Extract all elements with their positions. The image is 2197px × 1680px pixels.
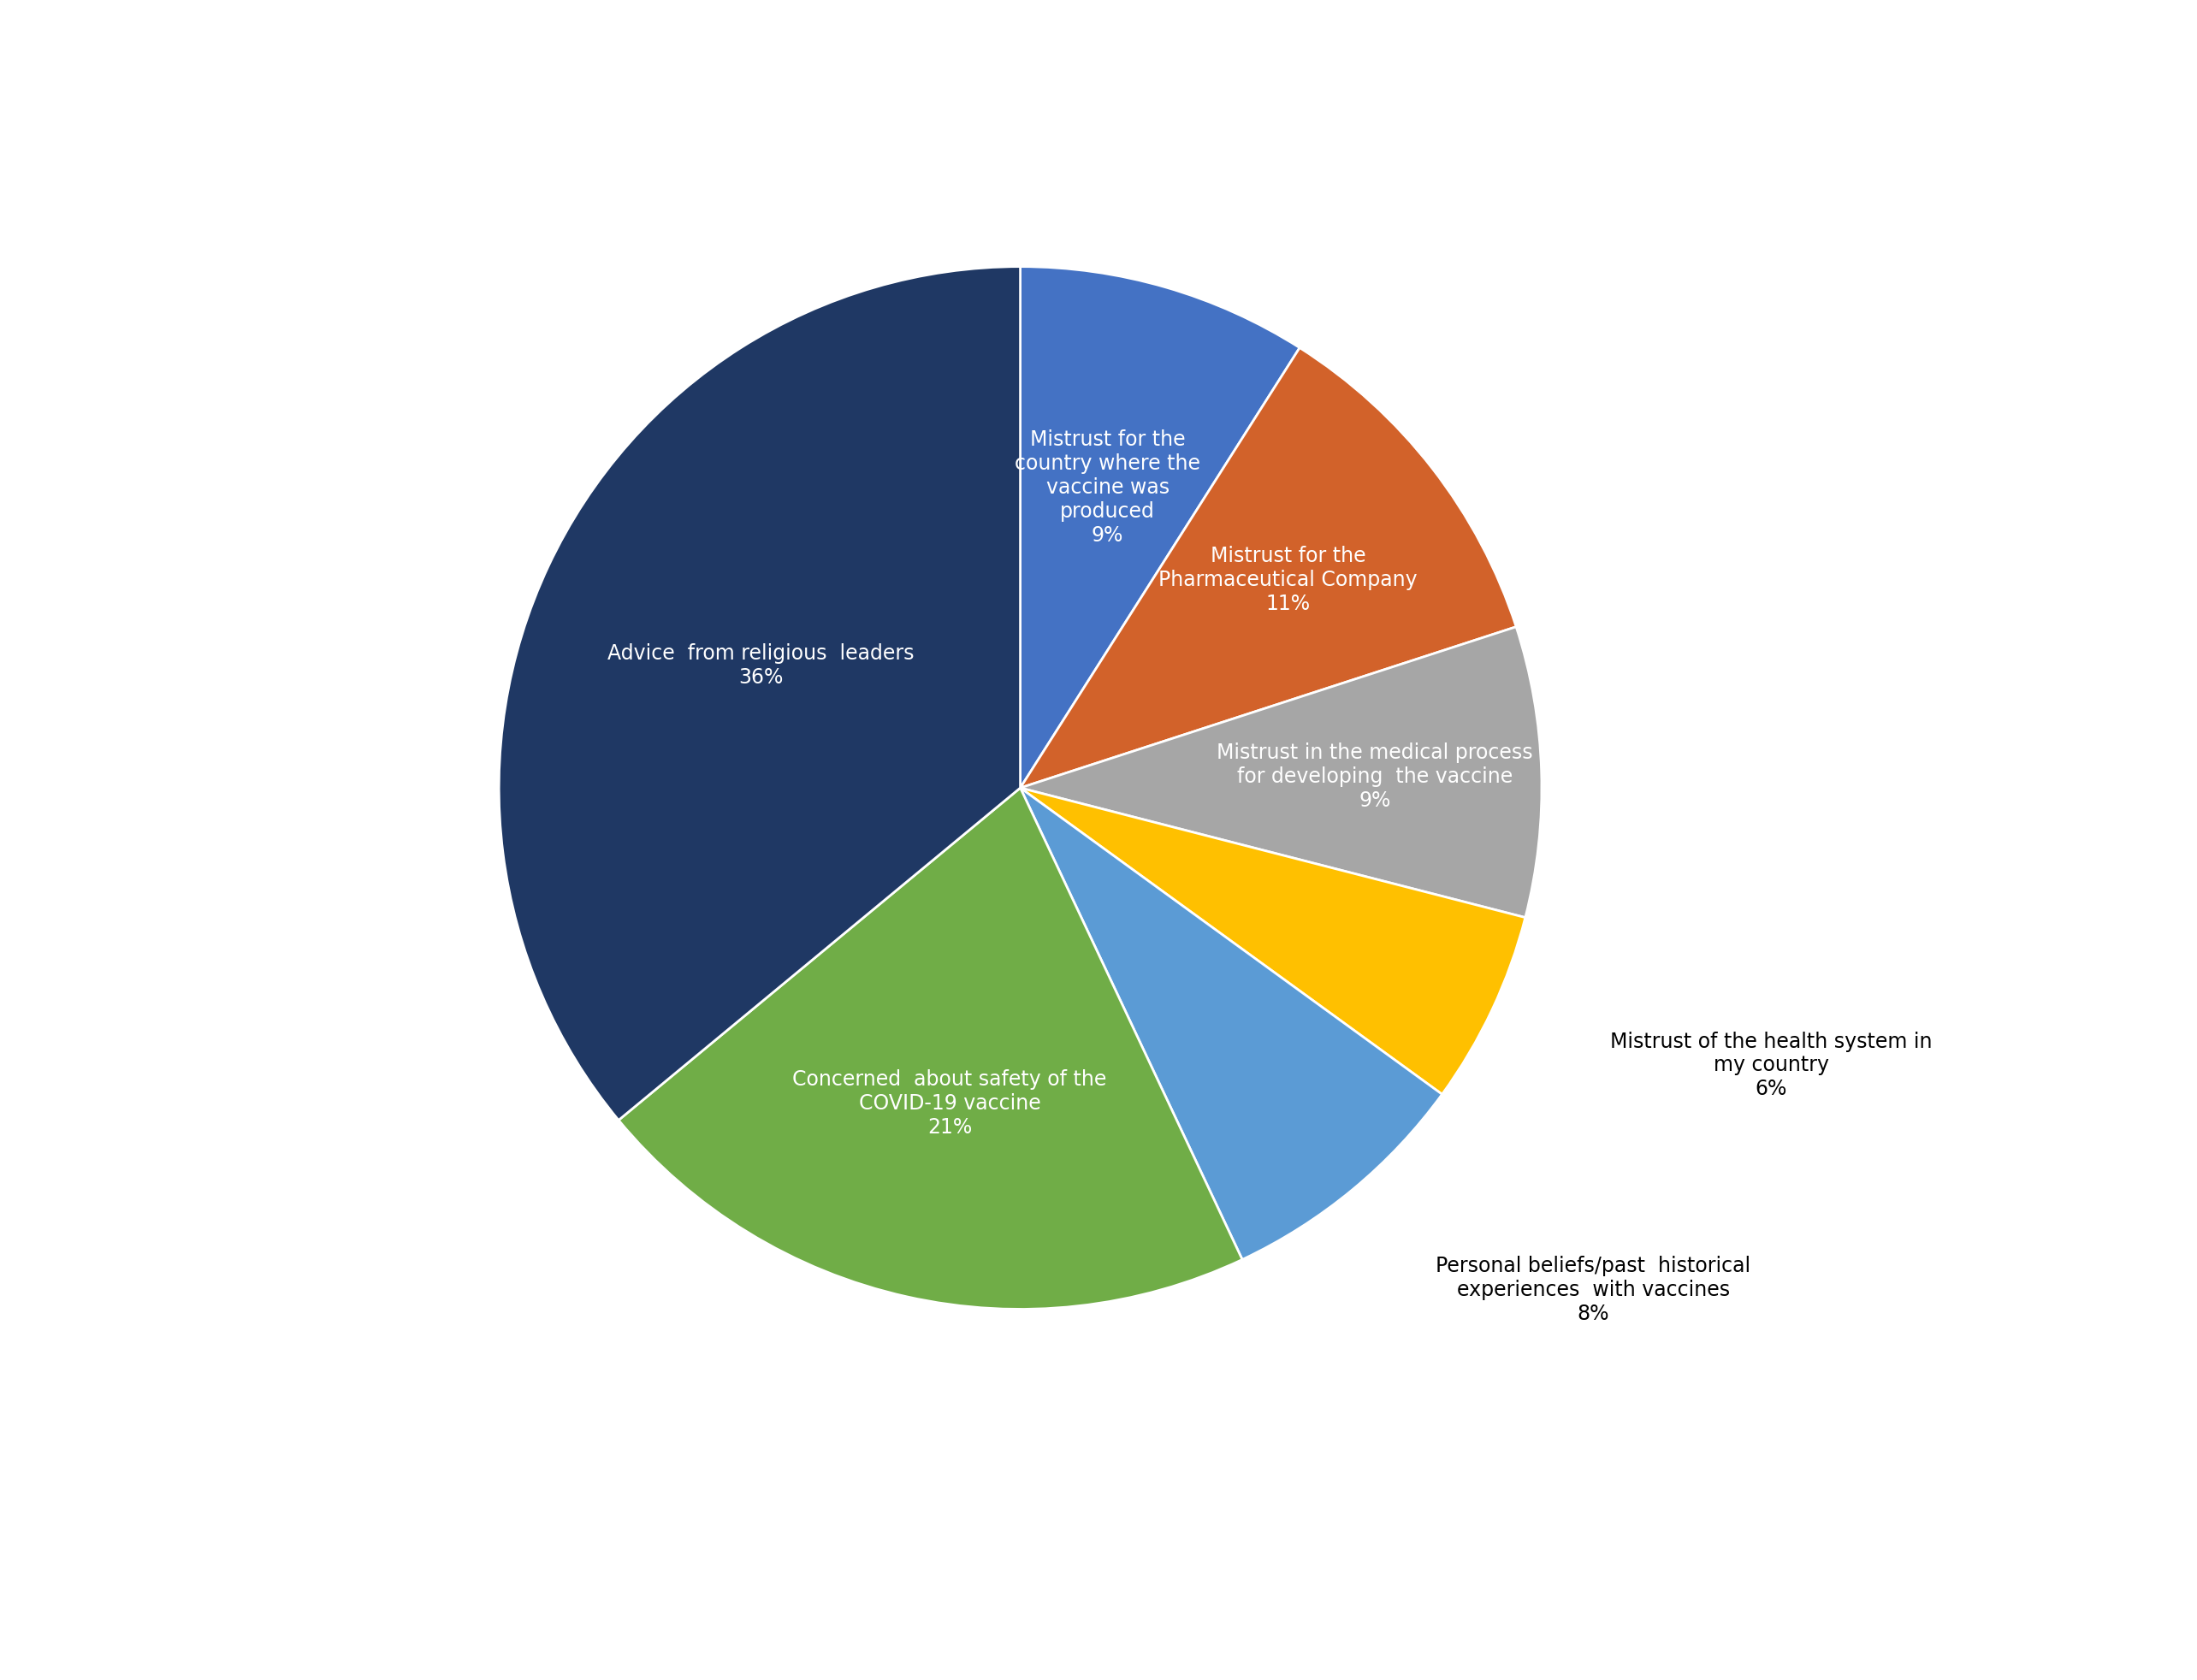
Wedge shape	[620, 788, 1241, 1309]
Wedge shape	[1019, 267, 1301, 788]
Wedge shape	[1019, 788, 1525, 1094]
Wedge shape	[1019, 788, 1441, 1260]
Text: Mistrust in the medical process
for developing  the vaccine
9%: Mistrust in the medical process for deve…	[1217, 743, 1534, 811]
Text: Concerned  about safety of the
COVID-19 vaccine
21%: Concerned about safety of the COVID-19 v…	[793, 1068, 1107, 1137]
Text: Personal beliefs/past  historical
experiences  with vaccines
8%: Personal beliefs/past historical experie…	[1435, 1257, 1751, 1324]
Wedge shape	[1019, 348, 1516, 788]
Text: Mistrust for the
Pharmaceutical Company
11%: Mistrust for the Pharmaceutical Company …	[1158, 546, 1417, 615]
Text: Mistrust of the health system in
my country
6%: Mistrust of the health system in my coun…	[1610, 1032, 1931, 1099]
Text: Mistrust for the
country where the
vaccine was
produced
9%: Mistrust for the country where the vacci…	[1015, 430, 1200, 546]
Wedge shape	[499, 267, 1019, 1121]
Text: Advice  from religious  leaders
36%: Advice from religious leaders 36%	[609, 643, 914, 687]
Wedge shape	[1019, 627, 1542, 917]
